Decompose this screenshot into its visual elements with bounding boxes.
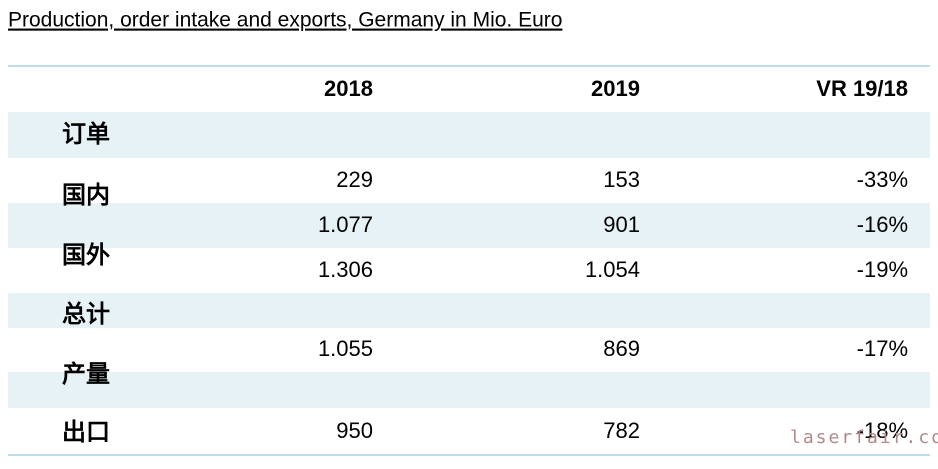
cell: 1.055 — [318, 336, 373, 361]
column-header: 2018 — [324, 76, 373, 101]
row-label: 总计 — [62, 300, 110, 328]
cell: 1.054 — [585, 257, 640, 282]
row-label: 国内 — [62, 181, 110, 209]
cell: -16% — [857, 212, 908, 237]
cell: -33% — [857, 167, 908, 192]
row-band — [8, 112, 930, 158]
cell: 901 — [603, 212, 640, 237]
cell: -17% — [857, 336, 908, 361]
column-header: VR 19/18 — [816, 76, 908, 101]
cell: 1.306 — [318, 257, 373, 282]
cell: -19% — [857, 257, 908, 282]
row-label: 订单 — [62, 120, 110, 148]
watermark: laserfair.com — [790, 427, 938, 448]
row-label: 国外 — [62, 241, 110, 269]
cell: 782 — [603, 418, 640, 443]
cell: 153 — [603, 167, 640, 192]
title: Production, order intake and exports, Ge… — [8, 9, 562, 32]
row-band — [8, 293, 930, 328]
cell: -18% — [857, 418, 908, 443]
row-band — [8, 203, 930, 248]
cell: 1.077 — [318, 212, 373, 237]
row-label: 出口 — [62, 418, 110, 446]
column-header: 2019 — [591, 76, 640, 101]
cell: 950 — [336, 418, 373, 443]
cell: 229 — [336, 167, 373, 192]
row-band — [8, 372, 930, 408]
cell: 869 — [603, 336, 640, 361]
row-label: 产量 — [62, 360, 110, 388]
